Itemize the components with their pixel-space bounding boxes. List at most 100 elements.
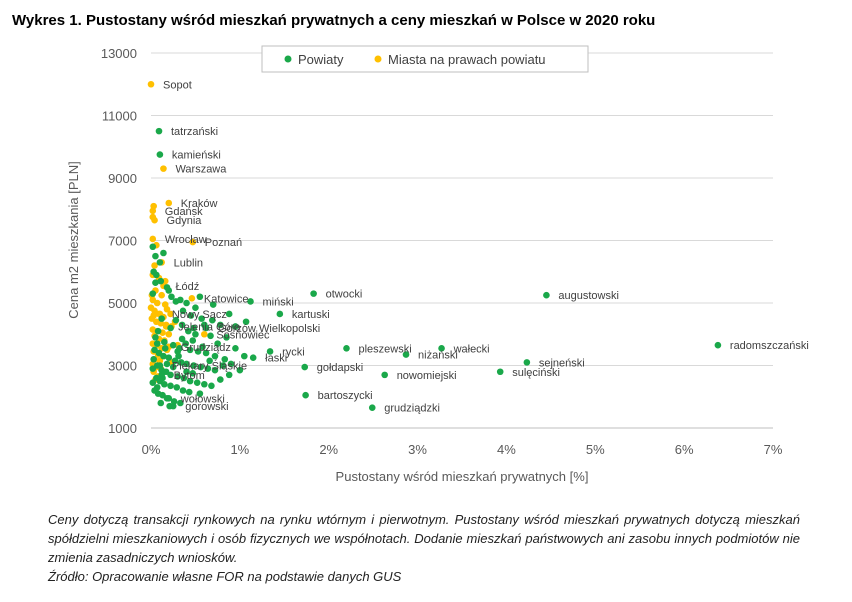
data-point-labeled <box>276 310 284 318</box>
legend-label-miasta: Miasta na prawach powiatu <box>388 52 546 67</box>
data-label: tatrzański <box>171 126 218 138</box>
data-point <box>185 327 192 335</box>
data-point <box>161 345 169 352</box>
data-point <box>182 340 189 347</box>
data-point <box>185 388 193 396</box>
data-point-labeled <box>302 391 309 399</box>
data-point <box>192 330 199 338</box>
data-point <box>208 382 215 390</box>
data-point <box>183 299 190 307</box>
data-point <box>219 362 227 369</box>
x-tick-label: 2% <box>319 442 338 457</box>
y-tick-label: 11000 <box>102 109 137 124</box>
data-point-labeled <box>343 345 350 352</box>
data-point <box>201 380 208 388</box>
data-label: Gdańsk <box>165 206 203 218</box>
data-point <box>196 293 204 301</box>
data-point-labeled <box>188 295 196 302</box>
data-point <box>241 352 248 360</box>
data-point <box>242 318 250 326</box>
data-point <box>211 352 219 360</box>
data-point <box>161 301 169 308</box>
data-point <box>178 321 186 329</box>
data-point-labeled <box>543 291 550 299</box>
data-point <box>153 384 161 391</box>
data-point <box>211 366 219 374</box>
data-point <box>149 365 157 372</box>
data-point <box>187 312 195 319</box>
data-point-labeled <box>714 341 722 349</box>
data-label: Gorzów Wielkopolski <box>218 323 320 335</box>
data-point <box>160 352 167 360</box>
data-point <box>232 345 239 352</box>
chart-caption: Ceny dotyczą transakcji rynkowych na ryn… <box>48 510 800 586</box>
data-point <box>151 262 158 269</box>
y-tick-label: 9000 <box>108 171 137 186</box>
scatter-chart: 1000 3000 5000 7000 9000 11000 13000 0% 1% 2% 3% 4… <box>66 45 809 484</box>
x-tick-label: 4% <box>497 442 516 457</box>
legend-marker-powiaty <box>284 55 292 63</box>
data-point <box>156 259 164 266</box>
data-point-labeled <box>156 151 164 158</box>
y-tick-label: 3000 <box>108 359 137 374</box>
data-point <box>196 390 204 397</box>
data-label: Sopot <box>163 79 192 91</box>
data-point <box>152 279 159 286</box>
data-label: Łódź <box>175 281 199 293</box>
chart-title: Wykres 1. Pustostany wśród mieszkań pryw… <box>12 12 656 29</box>
point-labels: tatrzański kamieński augustowski radomszcza… <box>163 79 809 414</box>
data-point <box>152 334 159 341</box>
data-point <box>232 323 239 330</box>
data-point <box>221 355 229 363</box>
data-point <box>199 343 206 351</box>
caption-note: Ceny dotyczą transakcji rynkowych na ryn… <box>48 512 800 565</box>
x-tick-labels: 0% 1% 2% 3% 4% 5% 6% 7% <box>142 442 783 457</box>
data-point <box>154 327 162 335</box>
data-label: pleszewski <box>358 343 411 355</box>
data-point <box>160 249 167 257</box>
data-label: miński <box>263 296 294 308</box>
data-point-labeled <box>165 199 173 207</box>
data-point <box>153 340 161 347</box>
legend-box <box>261 45 589 73</box>
data-point <box>168 293 175 301</box>
data-label: Grudziądz <box>181 342 231 354</box>
data-point <box>167 382 174 390</box>
x-tick-label: 0% <box>142 442 161 457</box>
data-label: gorowski <box>185 401 228 413</box>
data-point <box>186 346 194 354</box>
data-label: radomszczański <box>730 340 809 352</box>
data-label: otwocki <box>326 289 363 301</box>
data-label: Piekary Śląskie <box>172 360 247 373</box>
data-point <box>174 373 181 380</box>
data-label: kamieński <box>172 150 221 162</box>
data-label: niżański <box>418 350 458 362</box>
data-point-labeled <box>496 368 504 376</box>
data-point <box>171 357 179 365</box>
data-point-labeled <box>165 395 173 402</box>
data-point <box>225 310 233 318</box>
data-point-labeled <box>147 80 155 88</box>
data-point <box>158 315 165 322</box>
x-tick-label: 7% <box>764 442 783 457</box>
data-point <box>189 337 197 344</box>
data-point <box>169 363 177 371</box>
data-point-labeled <box>249 354 257 361</box>
data-point <box>204 365 212 372</box>
y-tick-label: 5000 <box>108 296 137 311</box>
data-point-labeled <box>202 324 210 332</box>
data-point-labeled <box>156 362 164 369</box>
data-label: Katowice <box>204 293 249 305</box>
data-point <box>161 380 168 388</box>
data-point-labeled <box>266 348 274 355</box>
x-tick-label: 6% <box>675 442 694 457</box>
data-label: augustowski <box>558 290 619 302</box>
data-point <box>197 363 205 371</box>
data-point <box>165 354 173 361</box>
data-point <box>157 399 165 407</box>
data-point-labeled <box>368 404 376 411</box>
data-point <box>190 324 197 332</box>
data-point <box>153 271 160 279</box>
data-label: bartoszycki <box>318 390 373 402</box>
data-label: wołowski <box>180 393 225 405</box>
